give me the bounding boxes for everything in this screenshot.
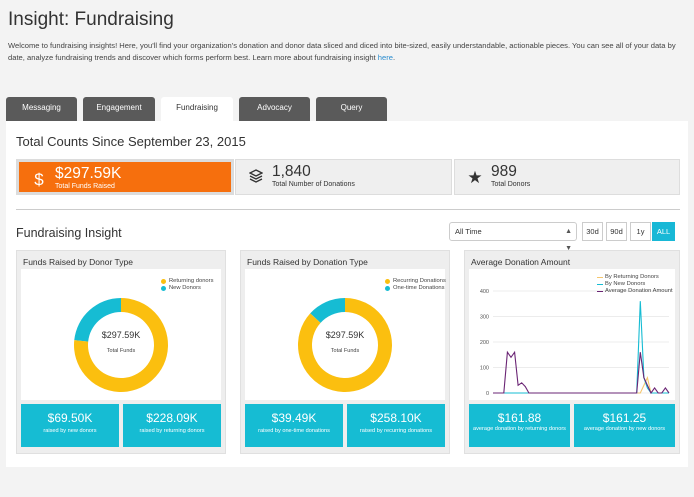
stat-value: $161.25: [602, 411, 647, 425]
kpi-value: 989: [491, 163, 517, 180]
stat-avg-returning: $161.88 average donation by returning do…: [469, 404, 570, 447]
stat-value: $258.10K: [370, 411, 422, 425]
legend-item: Average Donation Amount: [597, 288, 673, 295]
stat-value: $69.50K: [47, 411, 93, 425]
range-all-button[interactable]: ALL: [652, 222, 675, 241]
donut-slice-recurring-donations: [298, 298, 392, 392]
intro-end: .: [392, 53, 396, 62]
fundraising-panel: Total Counts Since September 23, 2015 $ …: [6, 121, 688, 467]
stat-value: $161.88: [497, 411, 542, 425]
kpi-total-donors: ★ 989 Total Donors: [454, 159, 680, 195]
donut-chart: $297.59K Total Funds: [71, 295, 171, 395]
y-tick-label: 200: [480, 340, 489, 346]
tab-messaging[interactable]: Messaging: [6, 97, 77, 121]
stat-new-donors: $69.50K raised by new donors: [21, 404, 119, 447]
y-tick-label: 0: [486, 391, 489, 397]
chart-area: Recurring Donations One-time Donations $…: [245, 269, 446, 400]
donut-center-value: $297.59K: [325, 330, 365, 340]
legend-item: One-time Donations: [385, 285, 446, 292]
kpi-label: Total Number of Donations: [272, 181, 355, 188]
stat-returning-donors: $228.09K raised by returning donors: [123, 404, 221, 447]
dollar-icon: $: [34, 170, 44, 189]
stat-label: raised by new donors: [43, 428, 97, 434]
card-donation-type: Funds Raised by Donation Type Recurring …: [240, 250, 450, 454]
donut-center-label: Total Funds: [330, 348, 360, 354]
card-title: Funds Raised by Donation Type: [247, 257, 368, 267]
y-tick-label: 400: [480, 289, 489, 295]
legend-line: [597, 291, 603, 292]
page-title: Insight: Fundraising: [8, 9, 174, 30]
donut-svg: [298, 298, 392, 392]
legend-dot: [161, 286, 166, 291]
legend-line: [597, 284, 603, 285]
stat-one-time-donations: $39.49K raised by one-time donations: [245, 404, 343, 447]
legend-item: New Donors: [161, 285, 213, 292]
stat-label: average donation by returning donors: [473, 426, 566, 432]
star-icon: ★: [467, 168, 483, 187]
divider: [16, 209, 680, 210]
kpi-label: Total Funds Raised: [55, 183, 115, 190]
tab-fundraising[interactable]: Fundraising: [161, 97, 233, 123]
donut-slice-one-time-donations: [310, 298, 345, 323]
stat-value: $228.09K: [146, 411, 198, 425]
legend-line: [597, 277, 603, 278]
donut-center-value: $297.59K: [101, 330, 141, 340]
kpi-total-donations: 1,840 Total Number of Donations: [235, 159, 452, 195]
donut-center-label: Total Funds: [106, 348, 136, 354]
kpi-label: Total Donors: [491, 181, 531, 188]
donut-slice-new-donors: [74, 298, 121, 342]
donut-svg: [74, 298, 168, 392]
fundraising-insight-title: Fundraising Insight: [16, 226, 122, 240]
series-line-average-donation-amount: [493, 350, 670, 395]
stat-label: average donation by new donors: [583, 426, 666, 432]
chart-legend: Returning donors New Donors: [161, 278, 213, 292]
intro-body: Welcome to fundraising insights! Here, y…: [8, 41, 676, 62]
range-90d-button[interactable]: 90d: [606, 222, 627, 241]
date-range-value: All Time: [455, 227, 482, 236]
card-donor-type: Funds Raised by Donor Type Returning don…: [16, 250, 226, 454]
stat-value: $39.49K: [271, 411, 317, 425]
tab-advocacy[interactable]: Advocacy: [239, 97, 310, 121]
stat-label: raised by one-time donations: [258, 428, 330, 434]
kpi-total-funds: $ $297.59K Total Funds Raised: [16, 159, 234, 195]
legend-dot: [161, 279, 166, 284]
kpi-value: 1,840: [272, 163, 311, 180]
range-1y-button[interactable]: 1y: [630, 222, 651, 241]
line-chart: 0 100 200 300 400: [480, 289, 670, 397]
series-line-by-returning-donors: [493, 376, 669, 394]
stat-label: raised by recurring donations: [359, 428, 433, 434]
tab-query[interactable]: Query: [316, 97, 387, 121]
donut-chart: $297.59K Total Funds: [295, 295, 395, 395]
date-range-select[interactable]: All Time ▲ ▼: [449, 222, 577, 252]
legend-item: Returning donors: [161, 278, 213, 285]
range-30d-button[interactable]: 30d: [582, 222, 603, 241]
chart-legend: Recurring Donations One-time Donations: [385, 278, 446, 292]
select-caret-icon: ▲ ▼: [565, 228, 572, 252]
series-line-by-new-donors: [493, 301, 669, 394]
legend-dot: [385, 279, 390, 284]
total-counts-title: Total Counts Since September 23, 2015: [16, 134, 246, 149]
chart-area: 0 100 200 300 400 By Returning Donors By New…: [469, 269, 675, 400]
legend-item: Recurring Donations: [385, 278, 446, 285]
card-title: Funds Raised by Donor Type: [23, 257, 133, 267]
learn-more-link[interactable]: here: [377, 53, 393, 62]
intro-text: Welcome to fundraising insights! Here, y…: [8, 40, 688, 64]
card-average-donation: Average Donation Amount 0 100 200 300 400 By…: [464, 250, 680, 454]
kpi-value: $297.59K: [55, 165, 122, 182]
chart-legend: By Returning Donors By New Donors Averag…: [597, 274, 673, 295]
legend-item: By New Donors: [597, 281, 673, 288]
stat-avg-new: $161.25 average donation by new donors: [574, 404, 675, 447]
card-title: Average Donation Amount: [471, 257, 571, 267]
stat-recurring-donations: $258.10K raised by recurring donations: [347, 404, 445, 447]
stat-label: raised by returning donors: [139, 428, 205, 434]
y-tick-label: 300: [480, 315, 489, 321]
donut-slice-returning-donors: [74, 298, 168, 392]
layers-icon: [248, 168, 264, 188]
legend-item: By Returning Donors: [597, 274, 673, 281]
tab-engagement[interactable]: Engagement: [83, 97, 155, 121]
legend-dot: [385, 286, 390, 291]
chart-area: Returning donors New Donors $297.59K Tot…: [21, 269, 221, 400]
y-tick-label: 100: [480, 366, 489, 372]
